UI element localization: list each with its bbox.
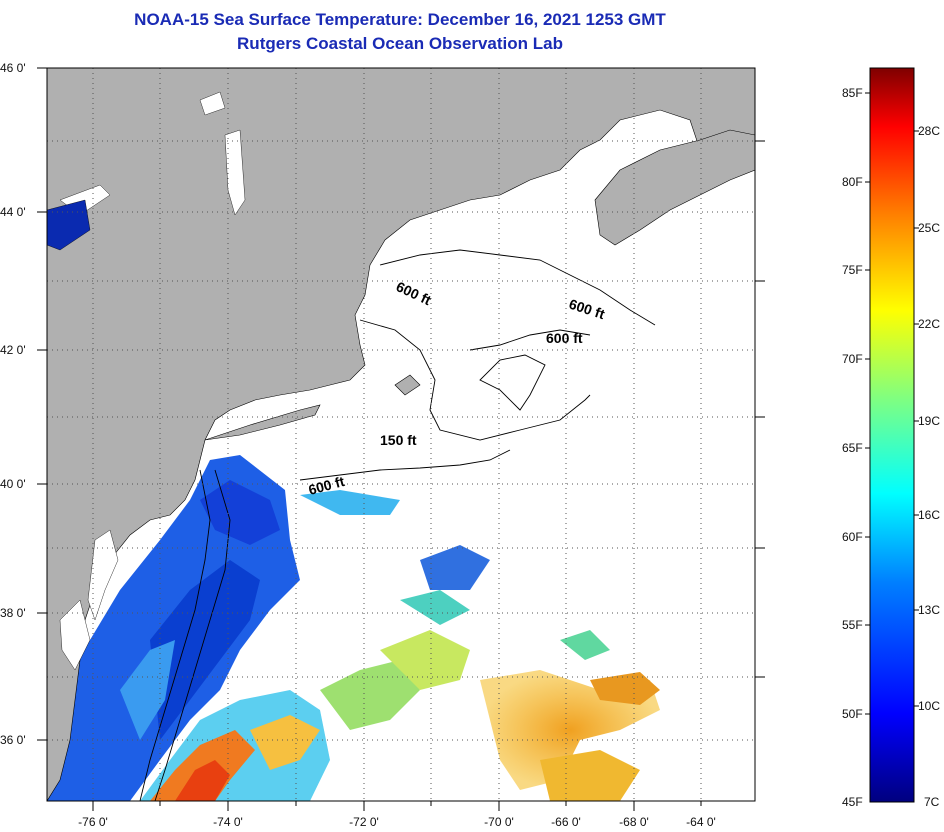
lat-label: 42 0' <box>0 343 26 357</box>
map-title: NOAA-15 Sea Surface Temperature: Decembe… <box>134 10 666 29</box>
lat-label: 40 0' <box>0 477 26 491</box>
colorbar-c-label: 22C <box>918 317 940 331</box>
colorbar-c-label: 7C <box>924 795 940 809</box>
map-subtitle: Rutgers Coastal Ocean Observation Lab <box>237 34 563 53</box>
land-layer <box>47 68 755 801</box>
lon-label: -72 0' <box>349 815 379 829</box>
contour-label: 600 ft <box>546 330 583 346</box>
lat-label: 44 0' <box>0 205 26 219</box>
colorbar: 85F 80F 75F 70F 65F 60F 55F 50F 45F 28C … <box>842 67 940 809</box>
lat-label: 36 0' <box>0 733 26 747</box>
lon-label: -70 0' <box>484 815 514 829</box>
colorbar-f-label: 70F <box>842 352 863 366</box>
contour-label: 150 ft <box>380 432 417 448</box>
colorbar-f-label: 85F <box>842 86 863 100</box>
colorbar-scale <box>869 67 915 803</box>
colorbar-f-label: 75F <box>842 263 863 277</box>
plot-frame <box>46 67 756 802</box>
lat-label: 38 0' <box>0 606 26 620</box>
graticule <box>47 68 755 801</box>
lon-label: -74 0' <box>213 815 243 829</box>
lon-label: -76 0' <box>78 815 108 829</box>
colorbar-f-label: 65F <box>842 441 863 455</box>
colorbar-c-label: 19C <box>918 414 940 428</box>
colorbar-f-label: 55F <box>842 618 863 632</box>
colorbar-c-label: 13C <box>918 603 940 617</box>
sst-data-layer <box>47 455 660 801</box>
lon-label: -66 0' <box>551 815 581 829</box>
colorbar-f-label: 80F <box>842 175 863 189</box>
colorbar-c-label: 10C <box>918 699 940 713</box>
bathymetry-contours <box>139 249 656 801</box>
colorbar-f-label: 60F <box>842 530 863 544</box>
inland-water <box>59 91 246 671</box>
colorbar-c-label: 28C <box>918 124 940 138</box>
colorbar-f-label: 45F <box>842 795 863 809</box>
colorbar-f-label: 50F <box>842 707 863 721</box>
lon-label: -68 0' <box>619 815 649 829</box>
lat-label: 46 0' <box>0 61 26 75</box>
axis-ticks <box>37 67 765 811</box>
colorbar-c-label: 16C <box>918 508 940 522</box>
lon-label: -64 0' <box>686 815 716 829</box>
colorbar-c-label: 25C <box>918 221 940 235</box>
